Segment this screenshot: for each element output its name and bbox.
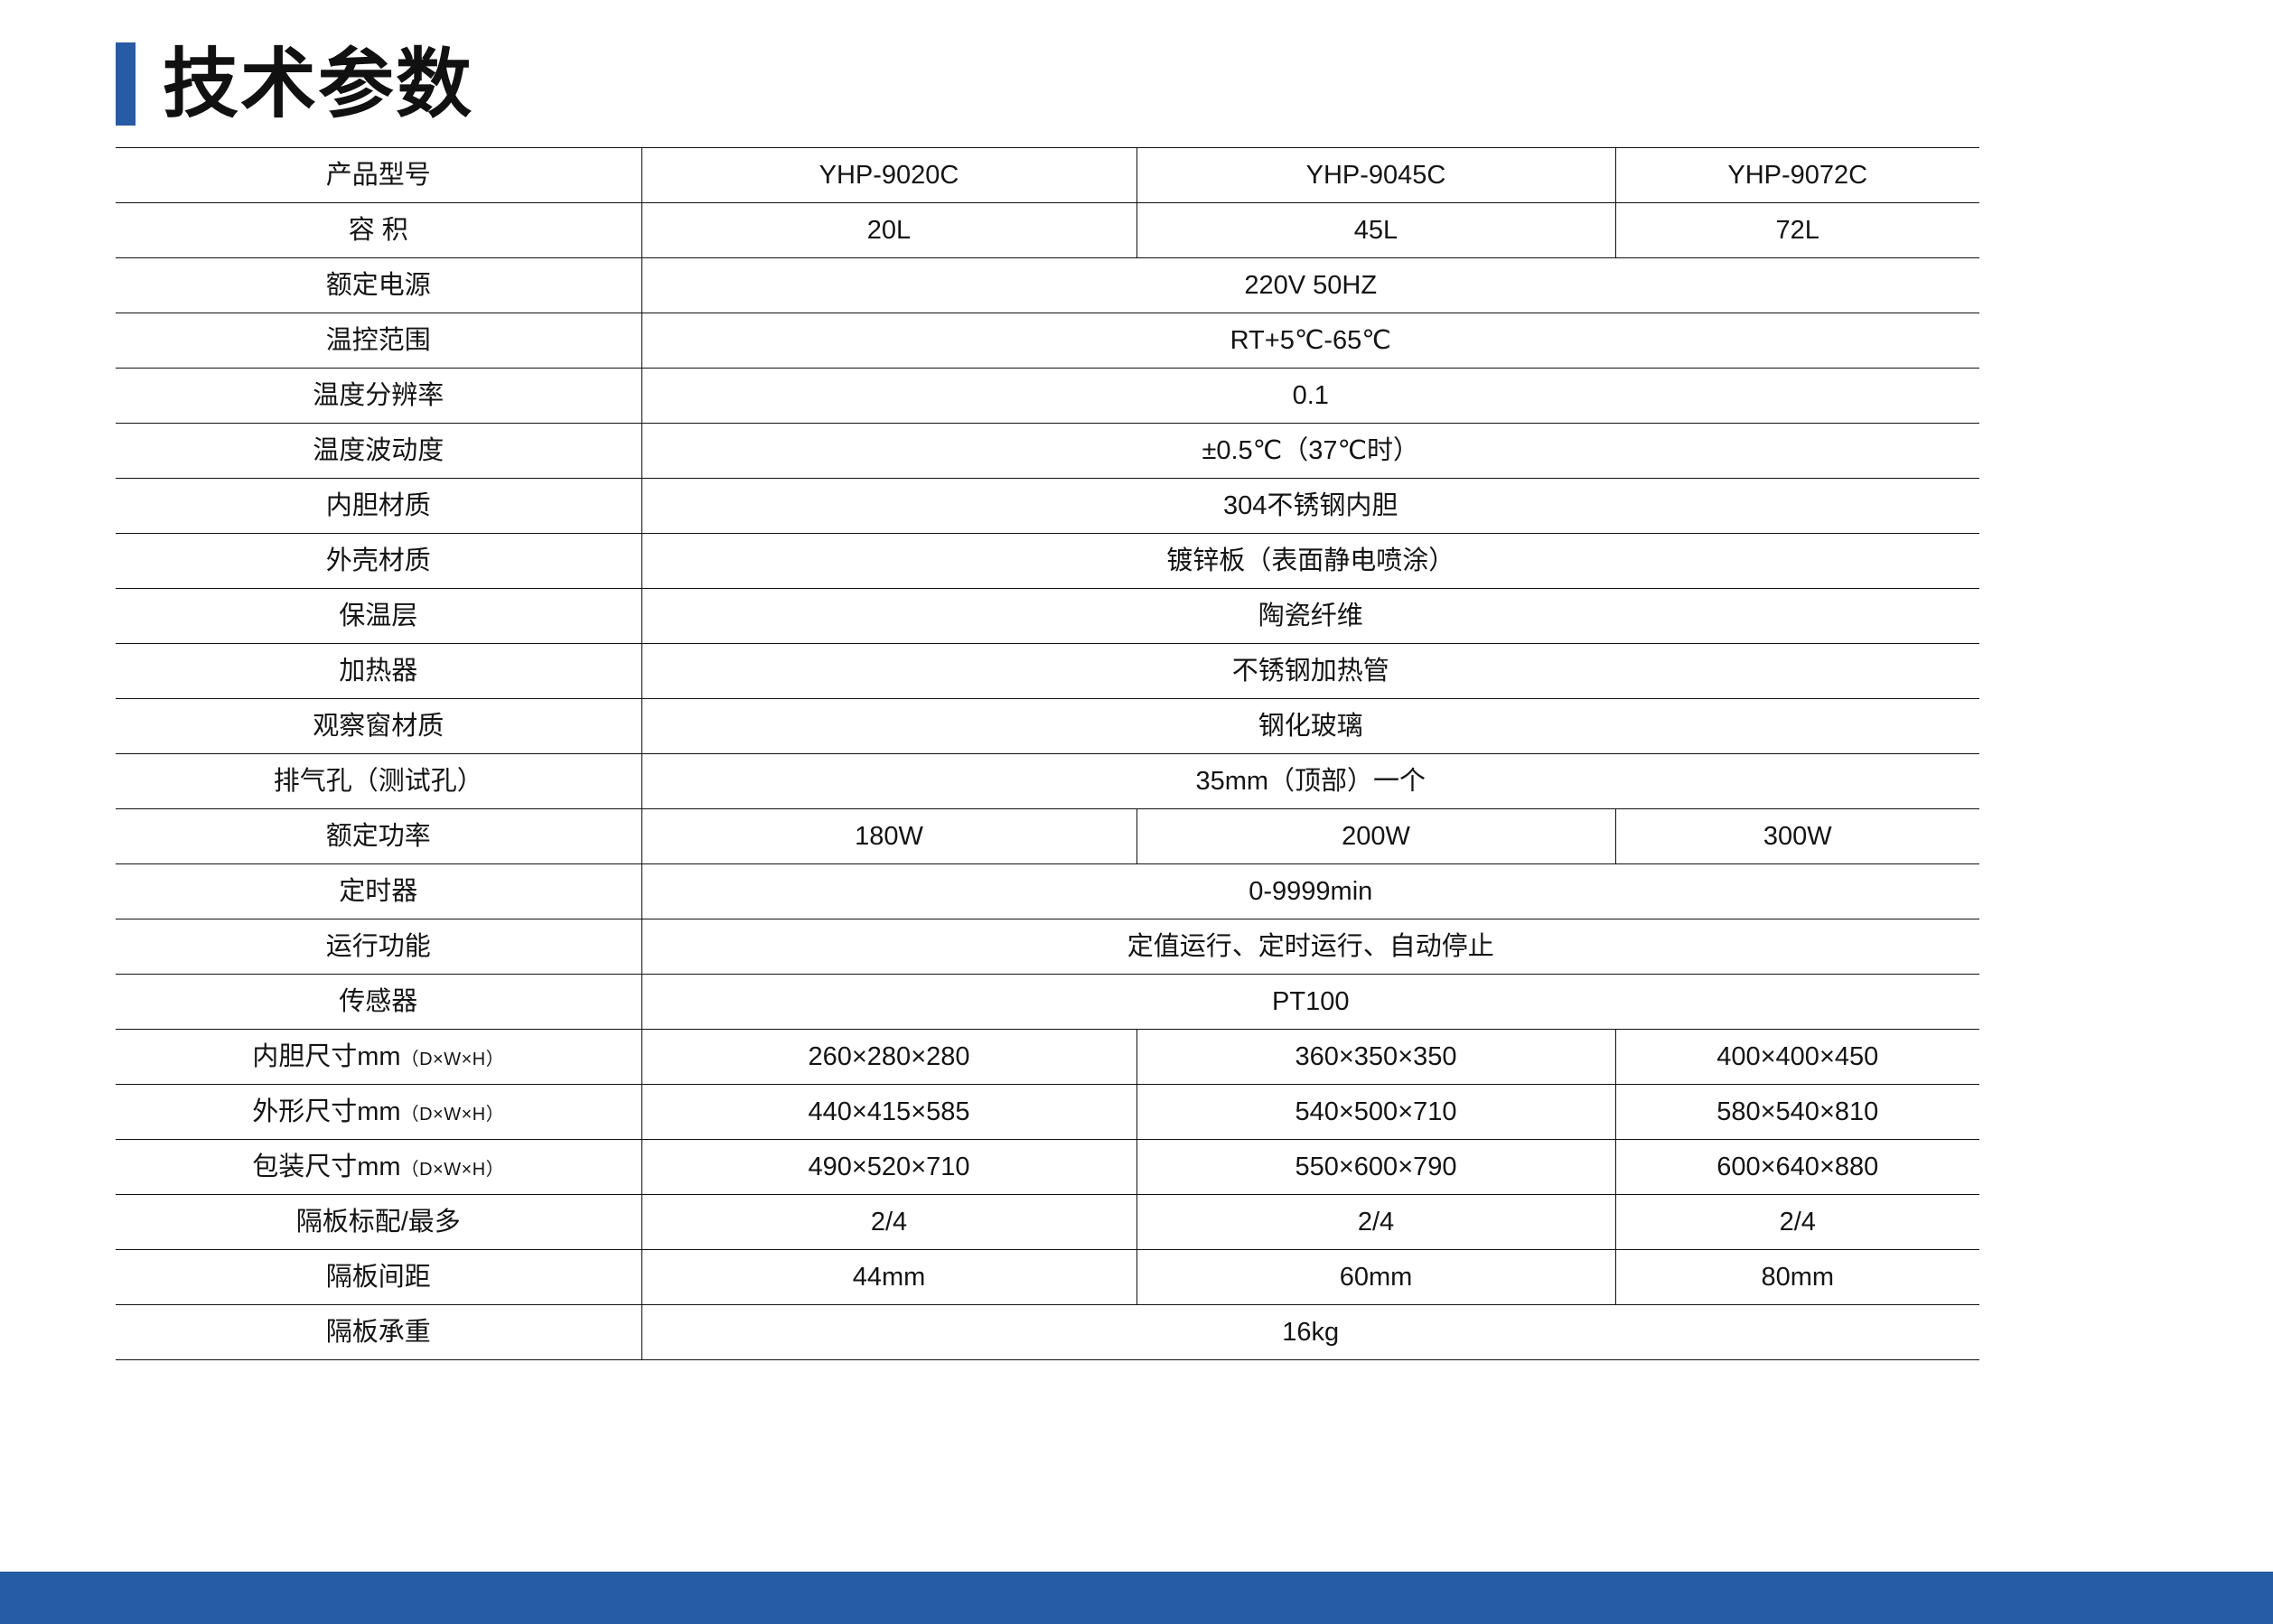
spec-label-cell: 隔板承重 xyxy=(116,1304,642,1360)
table-row: 温度分辨率 0.1 xyxy=(116,368,1979,424)
table-row: 额定电源 220V 50HZ xyxy=(116,257,1979,313)
spec-value-cell: 2/4 xyxy=(1615,1194,1979,1250)
spec-label-cell: 温度分辨率 xyxy=(116,368,642,424)
spec-label-suffix: （D×W×H） xyxy=(400,1159,505,1180)
spec-value-cell-merged: 35mm（顶部）一个 xyxy=(641,753,1979,809)
spec-label-cell: 隔板标配/最多 xyxy=(116,1194,642,1250)
table-row: 隔板承重 16kg xyxy=(116,1304,1979,1360)
spec-value-cell-merged: 陶瓷纤维 xyxy=(641,588,1979,644)
title-accent-bar xyxy=(116,42,136,126)
spec-value-cell: 300W xyxy=(1615,808,1979,864)
table-row: 外壳材质 镀锌板（表面静电喷涂） xyxy=(116,533,1979,589)
table-row: 温控范围 RT+5℃-65℃ xyxy=(116,313,1979,369)
spec-value-cell: 260×280×280 xyxy=(641,1029,1137,1085)
spec-label-cell: 外形尺寸mm（D×W×H） xyxy=(116,1084,642,1140)
spec-value-cell: YHP-9020C xyxy=(641,147,1137,203)
spec-value-cell-merged: ±0.5℃（37℃时） xyxy=(641,423,1979,479)
spec-label-suffix: （D×W×H） xyxy=(400,1049,505,1069)
spec-label-cell: 内胆尺寸mm（D×W×H） xyxy=(116,1029,642,1085)
spec-value-cell: 60mm xyxy=(1136,1249,1616,1305)
table-row: 内胆尺寸mm（D×W×H） 260×280×280 360×350×350 400×4… xyxy=(116,1029,1979,1085)
spec-label-cell: 观察窗材质 xyxy=(116,698,642,754)
spec-value-cell-merged: 16kg xyxy=(641,1304,1979,1360)
spec-value-cell: 360×350×350 xyxy=(1136,1029,1616,1085)
spec-value-cell: 2/4 xyxy=(1136,1194,1616,1250)
spec-value-cell-merged: 220V 50HZ xyxy=(641,257,1979,313)
table-row: 额定功率 180W 200W 300W xyxy=(116,808,1979,864)
table-row: 传感器 PT100 xyxy=(116,974,1979,1030)
table-row: 定时器 0-9999min xyxy=(116,863,1979,919)
spec-value-cell: 20L xyxy=(641,202,1137,258)
spec-value-cell: 550×600×790 xyxy=(1136,1139,1616,1195)
table-row: 加热器 不锈钢加热管 xyxy=(116,643,1979,699)
spec-label-cell: 内胆材质 xyxy=(116,478,642,534)
technical-specifications-table: 产品型号 YHP-9020C YHP-9045C YHP-9072C 容 积 20L 45L… xyxy=(116,147,1979,1360)
spec-label-cell: 容 积 xyxy=(116,202,642,258)
spec-label-cell: 保温层 xyxy=(116,588,642,644)
spec-value-cell: 2/4 xyxy=(641,1194,1137,1250)
spec-value-cell-merged: 镀锌板（表面静电喷涂） xyxy=(641,533,1979,589)
spec-value-cell: 540×500×710 xyxy=(1136,1084,1616,1140)
spec-value-cell: 80mm xyxy=(1615,1249,1979,1305)
spec-value-cell: 180W xyxy=(641,808,1137,864)
spec-value-cell: 440×415×585 xyxy=(641,1084,1137,1140)
spec-table-body: 产品型号 YHP-9020C YHP-9045C YHP-9072C 容 积 20L 45L… xyxy=(116,147,1979,1360)
spec-value-cell: YHP-9045C xyxy=(1136,147,1616,203)
page-title: 技术参数 xyxy=(163,42,474,126)
table-row: 内胆材质 304不锈钢内胆 xyxy=(116,478,1979,534)
table-row: 观察窗材质 钢化玻璃 xyxy=(116,698,1979,754)
spec-value-cell: YHP-9072C xyxy=(1615,147,1979,203)
table-row: 排气孔（测试孔） 35mm（顶部）一个 xyxy=(116,753,1979,809)
spec-value-cell: 600×640×880 xyxy=(1615,1139,1979,1195)
table-row: 外形尺寸mm（D×W×H） 440×415×585 540×500×710 580×5… xyxy=(116,1084,1979,1140)
spec-value-cell-merged: PT100 xyxy=(641,974,1979,1030)
table-row: 包装尺寸mm（D×W×H） 490×520×710 550×600×790 600×6… xyxy=(116,1139,1979,1195)
spec-label-cell: 运行功能 xyxy=(116,919,642,975)
spec-label-cell: 定时器 xyxy=(116,863,642,919)
page-title-block: 技术参数 xyxy=(116,34,473,134)
spec-label-cell: 温度波动度 xyxy=(116,423,642,479)
table-row: 温度波动度 ±0.5℃（37℃时） xyxy=(116,423,1979,479)
spec-label-cell: 额定电源 xyxy=(116,257,642,313)
table-row: 隔板标配/最多 2/4 2/4 2/4 xyxy=(116,1194,1979,1250)
table-row: 运行功能 定值运行、定时运行、自动停止 xyxy=(116,919,1979,975)
footer-bar xyxy=(0,1572,2273,1624)
spec-value-cell: 45L xyxy=(1136,202,1616,258)
table-row: 产品型号 YHP-9020C YHP-9045C YHP-9072C xyxy=(116,147,1979,203)
table-row: 隔板间距 44mm 60mm 80mm xyxy=(116,1249,1979,1305)
spec-label-cell: 额定功率 xyxy=(116,808,642,864)
spec-value-cell-merged: 定值运行、定时运行、自动停止 xyxy=(641,919,1979,975)
spec-table-container: 产品型号 YHP-9020C YHP-9045C YHP-9072C 容 积 20L 45L… xyxy=(116,147,1979,1360)
spec-value-cell: 580×540×810 xyxy=(1615,1084,1979,1140)
spec-value-cell-merged: 不锈钢加热管 xyxy=(641,643,1979,699)
spec-value-cell: 400×400×450 xyxy=(1615,1029,1979,1085)
spec-label-cell: 加热器 xyxy=(116,643,642,699)
spec-label-cell: 温控范围 xyxy=(116,313,642,369)
spec-label-cell: 外壳材质 xyxy=(116,533,642,589)
spec-value-cell-merged: 钢化玻璃 xyxy=(641,698,1979,754)
spec-label-cell: 隔板间距 xyxy=(116,1249,642,1305)
spec-value-cell: 200W xyxy=(1136,808,1616,864)
spec-label-cell: 包装尺寸mm（D×W×H） xyxy=(116,1139,642,1195)
spec-value-cell: 72L xyxy=(1615,202,1979,258)
spec-label-suffix: （D×W×H） xyxy=(400,1104,505,1125)
table-row: 保温层 陶瓷纤维 xyxy=(116,588,1979,644)
spec-value-cell-merged: 304不锈钢内胆 xyxy=(641,478,1979,534)
spec-value-cell-merged: 0.1 xyxy=(641,368,1979,424)
spec-label-cell: 排气孔（测试孔） xyxy=(116,753,642,809)
spec-label-cell: 产品型号 xyxy=(116,147,642,203)
spec-value-cell: 490×520×710 xyxy=(641,1139,1137,1195)
spec-value-cell-merged: RT+5℃-65℃ xyxy=(641,313,1979,369)
table-row: 容 积 20L 45L 72L xyxy=(116,202,1979,258)
spec-label-cell: 传感器 xyxy=(116,974,642,1030)
spec-value-cell: 44mm xyxy=(641,1249,1137,1305)
spec-value-cell-merged: 0-9999min xyxy=(641,863,1979,919)
